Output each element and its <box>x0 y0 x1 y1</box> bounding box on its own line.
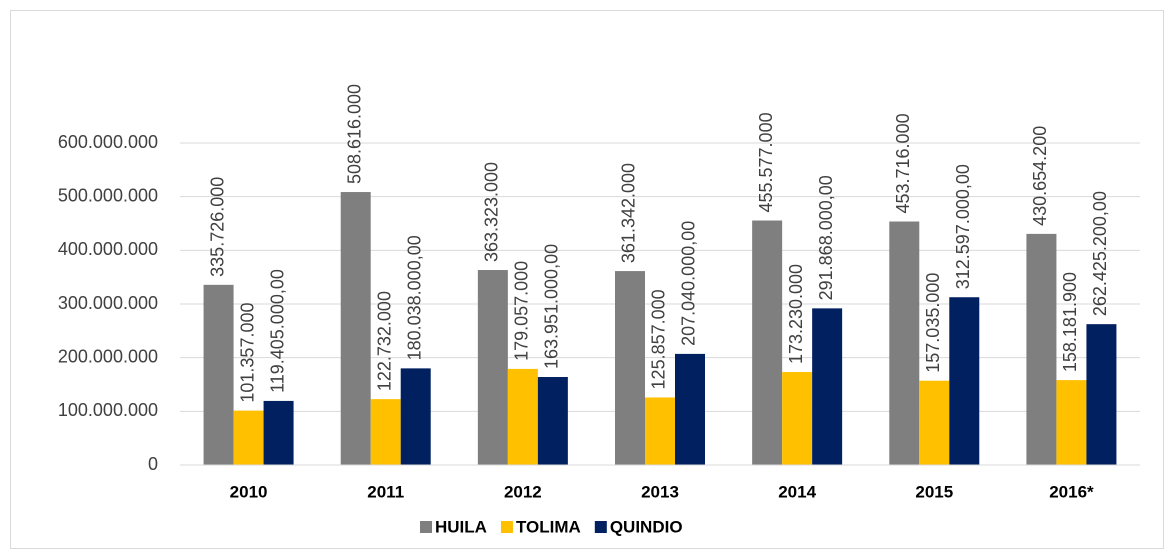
y-tick-label: 300.000.000 <box>58 293 158 313</box>
x-tick-label: 2016* <box>1049 482 1094 501</box>
bar <box>889 221 920 465</box>
data-label: 312.597.000,00 <box>953 164 973 289</box>
bar <box>919 380 950 465</box>
data-label: 101.357.000 <box>237 302 257 402</box>
chart-frame <box>10 10 1164 549</box>
x-tick-label: 2011 <box>367 482 404 501</box>
bar <box>263 400 294 465</box>
data-label: 455.577.000 <box>756 112 776 212</box>
data-label: 119.405.000,00 <box>267 269 287 393</box>
bar <box>949 297 980 465</box>
bar <box>370 399 401 465</box>
legend-label: HUILA <box>435 517 487 536</box>
data-label: 363.323.000 <box>482 162 502 262</box>
bar <box>645 397 675 465</box>
bar <box>615 271 645 465</box>
data-label: 180.038.000,00 <box>404 235 424 360</box>
legend-label: TOLIMA <box>516 517 581 536</box>
data-label: 262.425.200,00 <box>1090 191 1110 316</box>
data-label: 157.035.000 <box>923 273 943 373</box>
y-tick-label: 500.000.000 <box>58 185 158 205</box>
y-tick-label: 100.000.000 <box>58 400 158 420</box>
bar <box>1086 324 1117 465</box>
y-tick-label: 200.000.000 <box>58 346 158 366</box>
bar <box>400 368 431 465</box>
data-label: 508.616.000 <box>344 84 364 184</box>
y-tick-label: 600.000.000 <box>58 132 158 152</box>
bar <box>675 353 705 465</box>
data-label: 163.951.000,00 <box>542 244 562 369</box>
bar <box>1056 380 1087 465</box>
bar <box>812 308 843 465</box>
legend-label: QUINDIO <box>610 517 683 536</box>
data-label: 158.181.900 <box>1060 272 1080 372</box>
data-label: 335.726.000 <box>207 177 227 277</box>
data-label: 207.040.000,00 <box>679 221 699 346</box>
legend-swatch <box>420 521 432 533</box>
y-tick-label: 0 <box>148 454 158 474</box>
data-label: 125.857.000 <box>649 289 669 389</box>
data-label: 361.342.000 <box>619 163 639 263</box>
y-tick-label: 400.000.000 <box>58 239 158 259</box>
bar <box>233 410 264 465</box>
data-label: 173.230.000 <box>786 264 806 364</box>
x-tick-label: 2013 <box>641 482 679 501</box>
data-label: 291.868.000,00 <box>816 175 836 300</box>
bar <box>507 368 538 465</box>
bar <box>537 377 568 465</box>
bar <box>782 372 813 465</box>
legend-swatch <box>500 521 513 533</box>
bar <box>1026 233 1057 465</box>
data-label: 179.057.000 <box>512 261 532 361</box>
x-tick-label: 2015 <box>915 482 953 501</box>
bar <box>203 284 234 465</box>
x-tick-label: 2010 <box>230 482 268 501</box>
data-label: 430.654.200 <box>1030 126 1050 226</box>
data-label: 122.732.000 <box>374 291 394 391</box>
legend-swatch <box>594 521 607 533</box>
x-tick-label: 2014 <box>778 482 816 501</box>
bar <box>752 220 783 465</box>
data-label: 453.716.000 <box>893 113 913 213</box>
bar <box>340 192 371 466</box>
bar <box>477 270 508 465</box>
x-tick-label: 2012 <box>504 482 542 501</box>
